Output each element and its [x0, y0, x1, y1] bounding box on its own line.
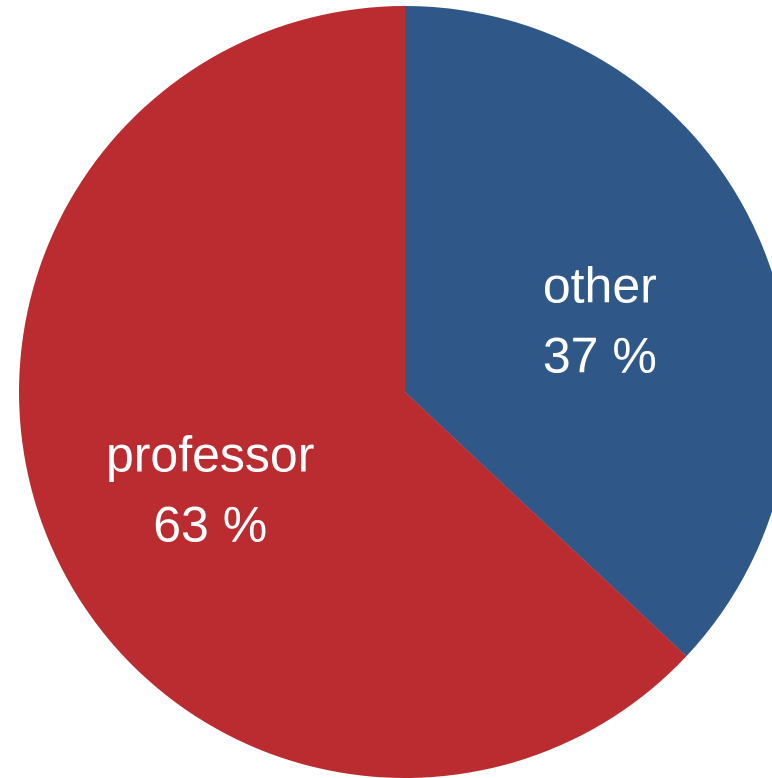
pie-slice-professor — [19, 6, 687, 778]
pie-slices — [19, 6, 772, 778]
pie-slice-other — [405, 6, 772, 657]
slice-label-professor: professor — [106, 426, 314, 482]
pie-labels: other 37 % professor 63 % — [106, 258, 657, 553]
slice-value-professor: 63 % — [153, 496, 267, 552]
slice-label-other: other — [543, 258, 657, 314]
slice-value-other: 37 % — [543, 328, 657, 384]
